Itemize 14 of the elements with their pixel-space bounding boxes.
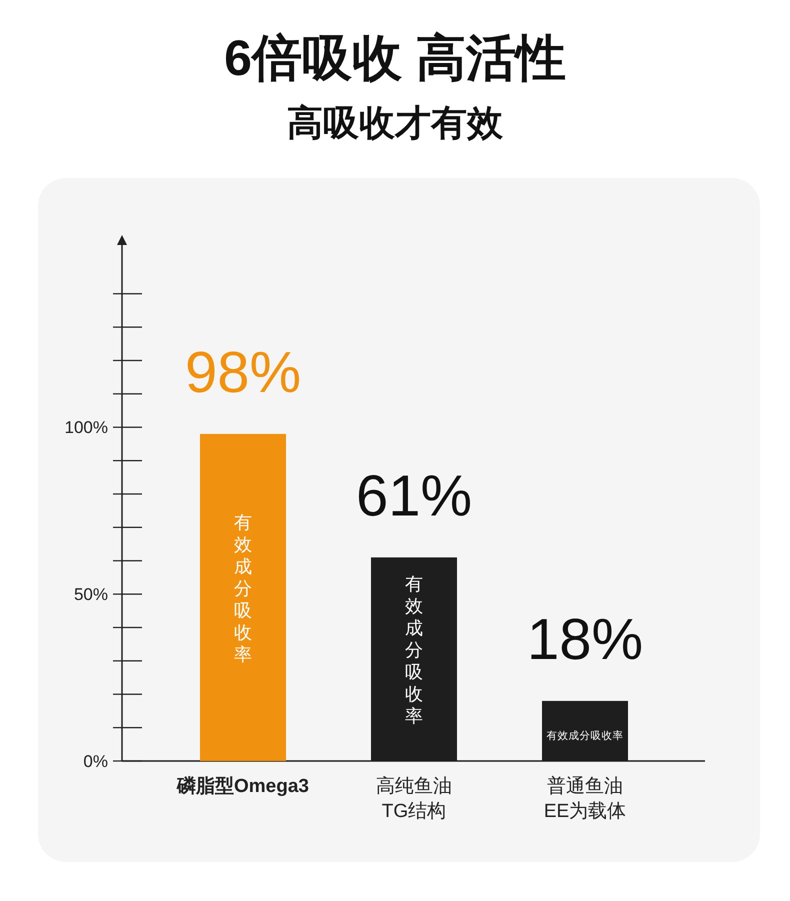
annotation: 有效成分吸收率	[405, 574, 423, 726]
data-label: 18%	[526, 606, 644, 672]
annotation: 有效成分吸收率	[546, 728, 624, 742]
data-label: 61%	[356, 463, 472, 528]
x-tick-label: 磷脂型Omega3	[176, 776, 309, 797]
y-tick-label: 0%	[83, 752, 108, 771]
chart-title: 6倍吸收 高活性	[224, 30, 566, 86]
data-label: 98%	[184, 340, 302, 405]
y-tick-label: 50%	[74, 585, 108, 604]
x-tick-label: 普通鱼油 EE为载体	[544, 775, 626, 822]
annotation: 有效成分吸收率	[234, 512, 252, 664]
x-tick-label: 高纯鱼油 TG结构	[376, 775, 452, 822]
chart-subtitle: 高吸收才有效	[287, 102, 504, 143]
y-tick-label: 100%	[64, 418, 108, 438]
